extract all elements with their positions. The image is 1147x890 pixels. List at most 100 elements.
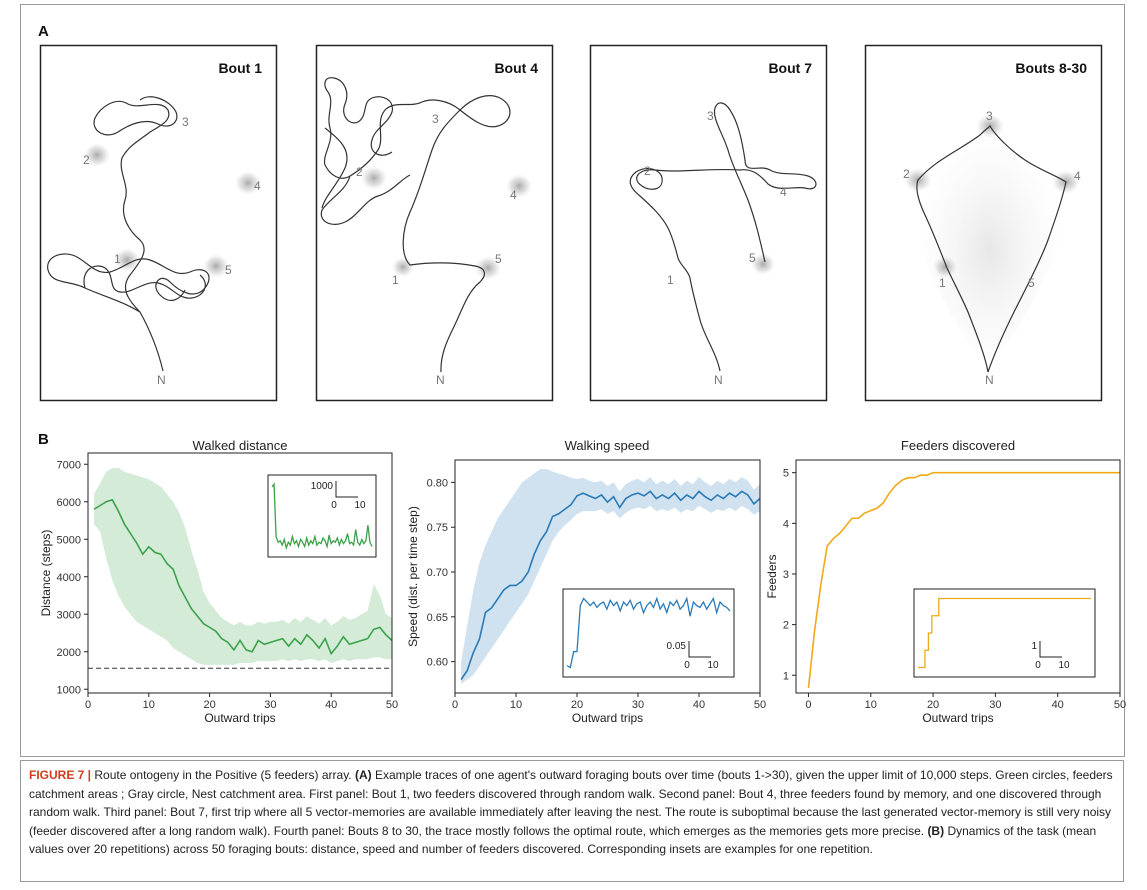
x-tick-label: 30 [989, 699, 1001, 711]
x-tick-label: 0 [85, 699, 91, 711]
inset-scale-x-to: 10 [354, 500, 366, 511]
bout-panel-4: Bouts 8-30 3 2 4 1 5 N [864, 44, 1103, 402]
y-axis-label: Distance (steps) [39, 530, 53, 617]
plot-frame [795, 459, 1121, 694]
feeder-area-5 [475, 256, 501, 280]
panel-a-label: A [38, 23, 49, 40]
nest-label: N [436, 373, 445, 387]
chart-title: Walking speed [565, 438, 650, 453]
x-tick-label: 20 [927, 699, 939, 711]
x-axis-label: Outward trips [204, 711, 275, 725]
x-tick-label: 20 [203, 699, 215, 711]
feeder-label-1: 1 [667, 273, 674, 287]
y-axis-label: Speed (dist. per time step) [406, 506, 420, 647]
x-tick-label: 40 [693, 699, 705, 711]
confidence-band [94, 468, 392, 665]
x-tick-label: 0 [452, 699, 458, 711]
inset-scale-bar [335, 481, 358, 498]
feeder-label-4: 4 [254, 179, 261, 193]
x-tick-label: 10 [865, 699, 877, 711]
inset-scale-y-label: 1000 [311, 481, 334, 492]
y-tick-label: 2 [783, 620, 789, 632]
y-tick-label: 6000 [57, 497, 81, 509]
feeder-area-1 [392, 257, 414, 277]
feeder-label-4: 4 [780, 185, 787, 199]
y-tick-label: 1 [783, 670, 789, 682]
bout-title: Bouts 8-30 [1015, 60, 1087, 76]
trace-path [320, 77, 511, 373]
confidence-band [461, 468, 760, 685]
inset-scale-x-from: 0 [1035, 660, 1041, 671]
caption-text-a: Example traces of one agent's outward fo… [29, 768, 1113, 838]
feeder-label-3: 3 [182, 115, 189, 129]
x-tick-label: 50 [754, 699, 766, 711]
y-tick-label: 3000 [57, 609, 81, 621]
figure-canvas: A B Bout 1 3 2 4 1 5 N Bout 4 3 [20, 4, 1126, 757]
bout-title: Bout 1 [218, 60, 262, 76]
bout-panel-3: Bout 7 3 2 4 1 5 N [589, 44, 828, 402]
feeder-area-5 [203, 254, 229, 278]
inset-scale-x-to: 10 [1058, 660, 1070, 671]
feeder-area-2 [84, 143, 110, 167]
feeder-label-4: 4 [1074, 169, 1081, 183]
feeder-label-5: 5 [495, 252, 502, 266]
bout-panel-1: Bout 1 3 2 4 1 5 N [39, 44, 278, 402]
inset-scale-bar [688, 641, 711, 658]
inset-frame [913, 588, 1096, 678]
x-tick-label: 50 [386, 699, 398, 711]
feeder-area-1 [933, 256, 957, 278]
plot-frame [454, 459, 761, 694]
nest-label: N [157, 373, 166, 387]
caption-figure-label: FIGURE 7 | [29, 768, 92, 782]
y-tick-label: 0.60 [427, 657, 448, 669]
x-axis-label: Outward trips [922, 711, 993, 725]
x-tick-label: 0 [805, 699, 811, 711]
feeder-label-2: 2 [644, 164, 651, 178]
feeder-label-2: 2 [903, 167, 910, 181]
caption-a-mark: (A) [354, 768, 372, 782]
y-tick-label: 0.75 [427, 522, 448, 534]
walked-distance-chart: Walked distance 0 10 20 30 40 50 1000 2000 3000 40… [39, 438, 398, 725]
caption-text-b: Dynamics of the task (mean values over 2… [29, 823, 1097, 857]
y-tick-label: 2000 [57, 647, 81, 659]
y-tick-label: 0.80 [427, 477, 448, 489]
plot-frame [87, 452, 393, 694]
feeder-area-4 [506, 174, 532, 198]
x-tick-label: 10 [510, 699, 522, 711]
x-tick-label: 30 [264, 699, 276, 711]
trace-path [47, 96, 210, 372]
x-tick-label: 40 [325, 699, 337, 711]
walking-speed-chart: Walking speed 0 10 20 30 40 50 0.60 0.65 0.70 0.75… [406, 438, 766, 725]
y-tick-label: 1000 [57, 684, 81, 696]
nest-label: N [714, 373, 723, 387]
trace-path [916, 125, 1067, 373]
inset-series-line [566, 596, 731, 669]
caption-b-mark: (B) [927, 823, 945, 838]
y-tick-label: 5000 [57, 534, 81, 546]
trace-path [629, 102, 817, 372]
y-axis-label: Feeders [765, 554, 779, 598]
x-tick-label: 10 [143, 699, 155, 711]
series-line [807, 471, 1120, 689]
chart-title: Feeders discovered [901, 438, 1015, 453]
feeder-label-3: 3 [707, 109, 714, 123]
x-axis-label: Outward trips [572, 711, 643, 725]
feeder-area-1 [114, 248, 140, 272]
inset-scale-x-from: 0 [684, 660, 690, 671]
y-tick-label: 0.65 [427, 612, 448, 624]
figure-caption: FIGURE 7 | Route ontogeny in the Positiv… [20, 760, 1124, 882]
inset-scale-y-label: 0.05 [667, 641, 687, 652]
series-line [460, 490, 761, 681]
inset-scale-x-to: 10 [707, 660, 719, 671]
chart-title: Walked distance [193, 438, 288, 453]
feeder-label-1: 1 [114, 252, 121, 266]
caption-intro: Route ontogeny in the Positive (5 feeder… [91, 768, 355, 782]
feeder-label-3: 3 [986, 109, 993, 123]
feeder-label-5: 5 [225, 263, 232, 277]
feeder-area-4 [235, 171, 261, 195]
inset-scale-y-label: 1 [1031, 641, 1037, 652]
feeder-label-1: 1 [392, 273, 399, 287]
feeder-label-2: 2 [356, 165, 363, 179]
feeder-label-2: 2 [83, 153, 90, 167]
